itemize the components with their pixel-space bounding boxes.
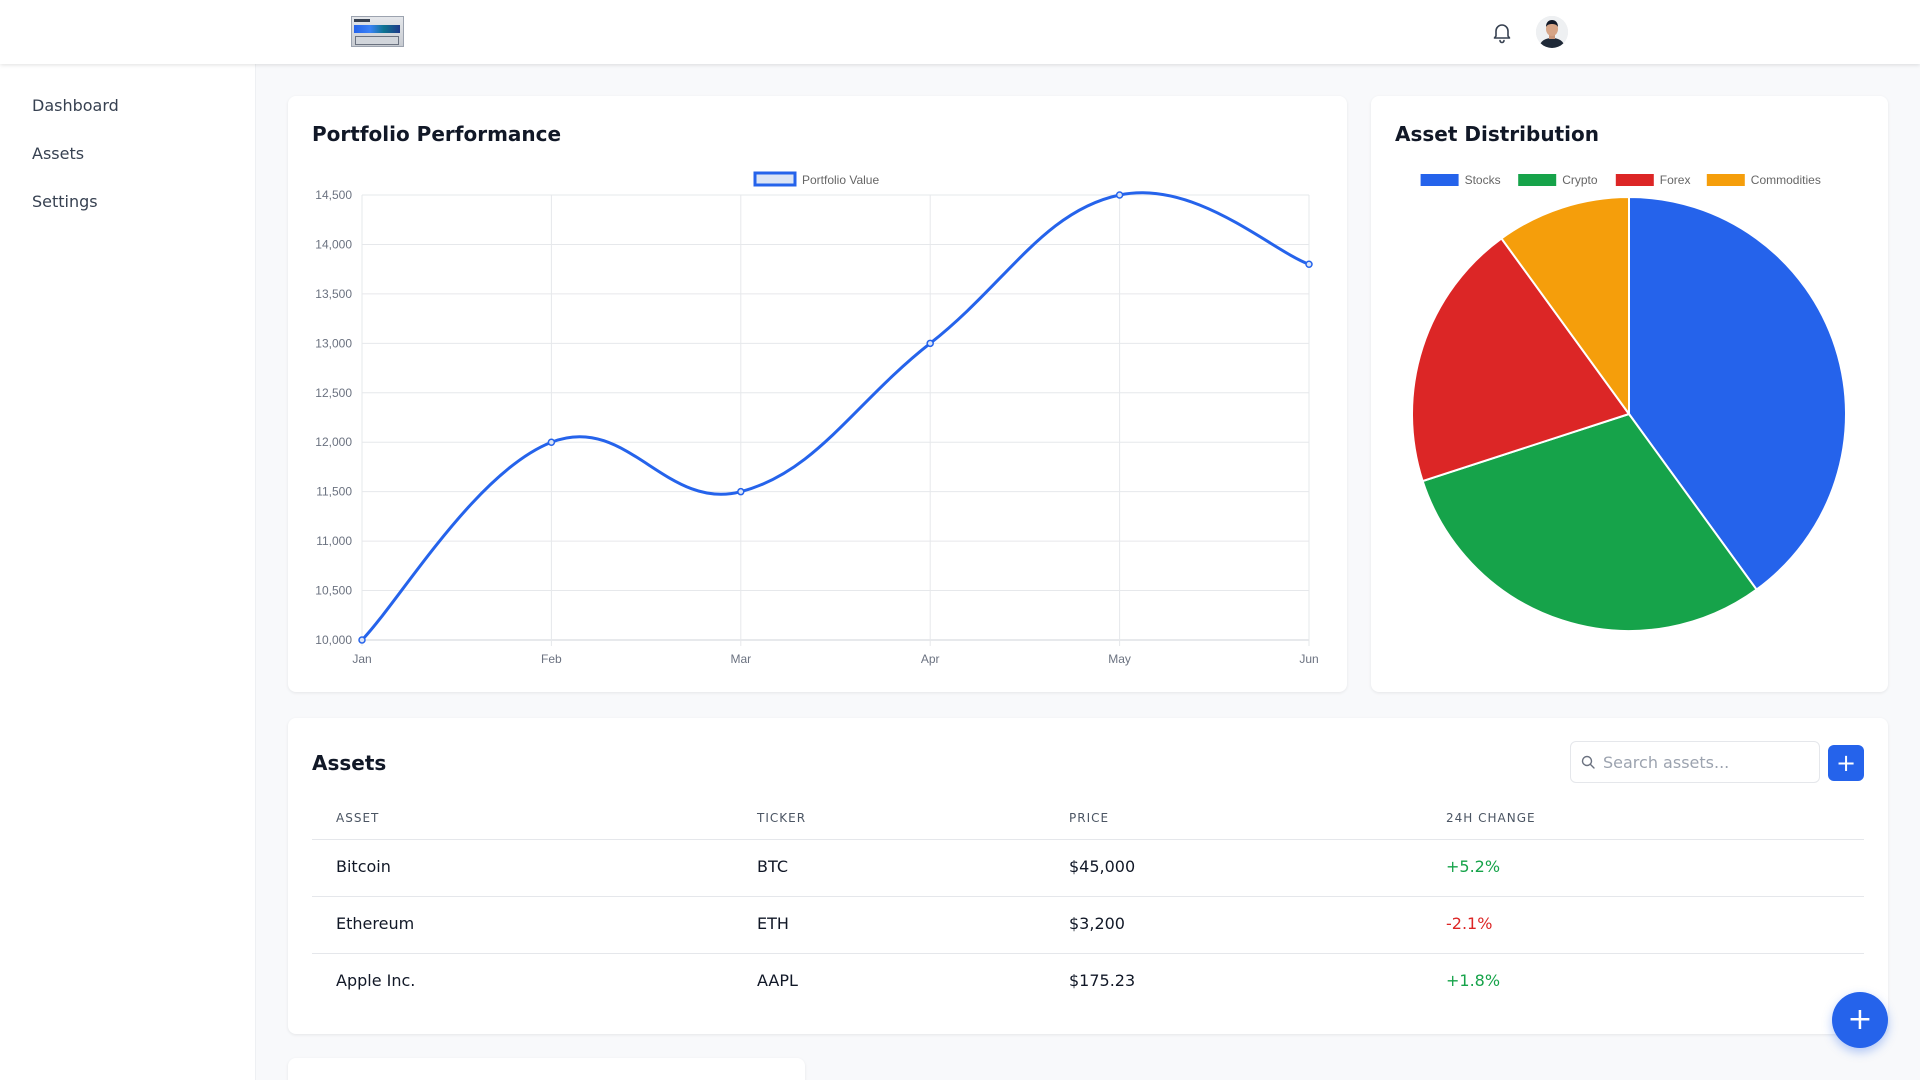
sidebar-item-dashboard[interactable]: Dashboard xyxy=(32,96,119,115)
partial-card xyxy=(288,1058,805,1080)
cell-change: +5.2% xyxy=(1446,857,1501,876)
cell-price: $45,000 xyxy=(1069,857,1136,876)
search-icon xyxy=(1581,755,1595,769)
column-header-24h-change: 24H CHANGE xyxy=(1446,811,1536,825)
asset-distribution-card: Asset Distribution xyxy=(1371,96,1888,692)
asset-distribution-title: Asset Distribution xyxy=(1395,122,1599,146)
search-box[interactable] xyxy=(1570,741,1820,783)
app-logo[interactable] xyxy=(351,16,404,47)
column-header-ticker: TICKER xyxy=(757,811,807,825)
search-input[interactable] xyxy=(1603,742,1813,782)
cell-asset: Bitcoin xyxy=(336,857,391,876)
user-avatar[interactable] xyxy=(1536,16,1568,48)
cell-change: -2.1% xyxy=(1446,914,1493,933)
bell-icon[interactable] xyxy=(1490,20,1514,44)
portfolio-performance-card: Portfolio Performance xyxy=(288,96,1347,692)
sidebar-item-settings[interactable]: Settings xyxy=(32,192,98,211)
column-header-price: PRICE xyxy=(1069,811,1110,825)
top-bar xyxy=(0,0,1920,64)
cell-asset: Ethereum xyxy=(336,914,415,933)
cell-asset: Apple Inc. xyxy=(336,971,416,990)
assets-title: Assets xyxy=(312,751,387,775)
table-divider xyxy=(312,839,1864,840)
sidebar: Dashboard Assets Settings xyxy=(0,64,256,1080)
sidebar-item-assets[interactable]: Assets xyxy=(32,144,85,163)
portfolio-performance-title: Portfolio Performance xyxy=(312,122,562,146)
avatar-image xyxy=(1536,16,1568,48)
cell-price: $175.23 xyxy=(1069,971,1136,990)
cell-ticker: BTC xyxy=(757,857,788,876)
cell-change: +1.8% xyxy=(1446,971,1501,990)
table-divider xyxy=(312,896,1864,897)
column-header-asset: ASSET xyxy=(336,811,380,825)
table-divider xyxy=(312,953,1864,954)
cell-ticker: AAPL xyxy=(757,971,798,990)
add-asset-button[interactable]: + xyxy=(1828,745,1864,781)
cell-price: $3,200 xyxy=(1069,914,1125,933)
floating-add-button[interactable]: + xyxy=(1832,992,1888,1048)
cell-ticker: ETH xyxy=(757,914,789,933)
